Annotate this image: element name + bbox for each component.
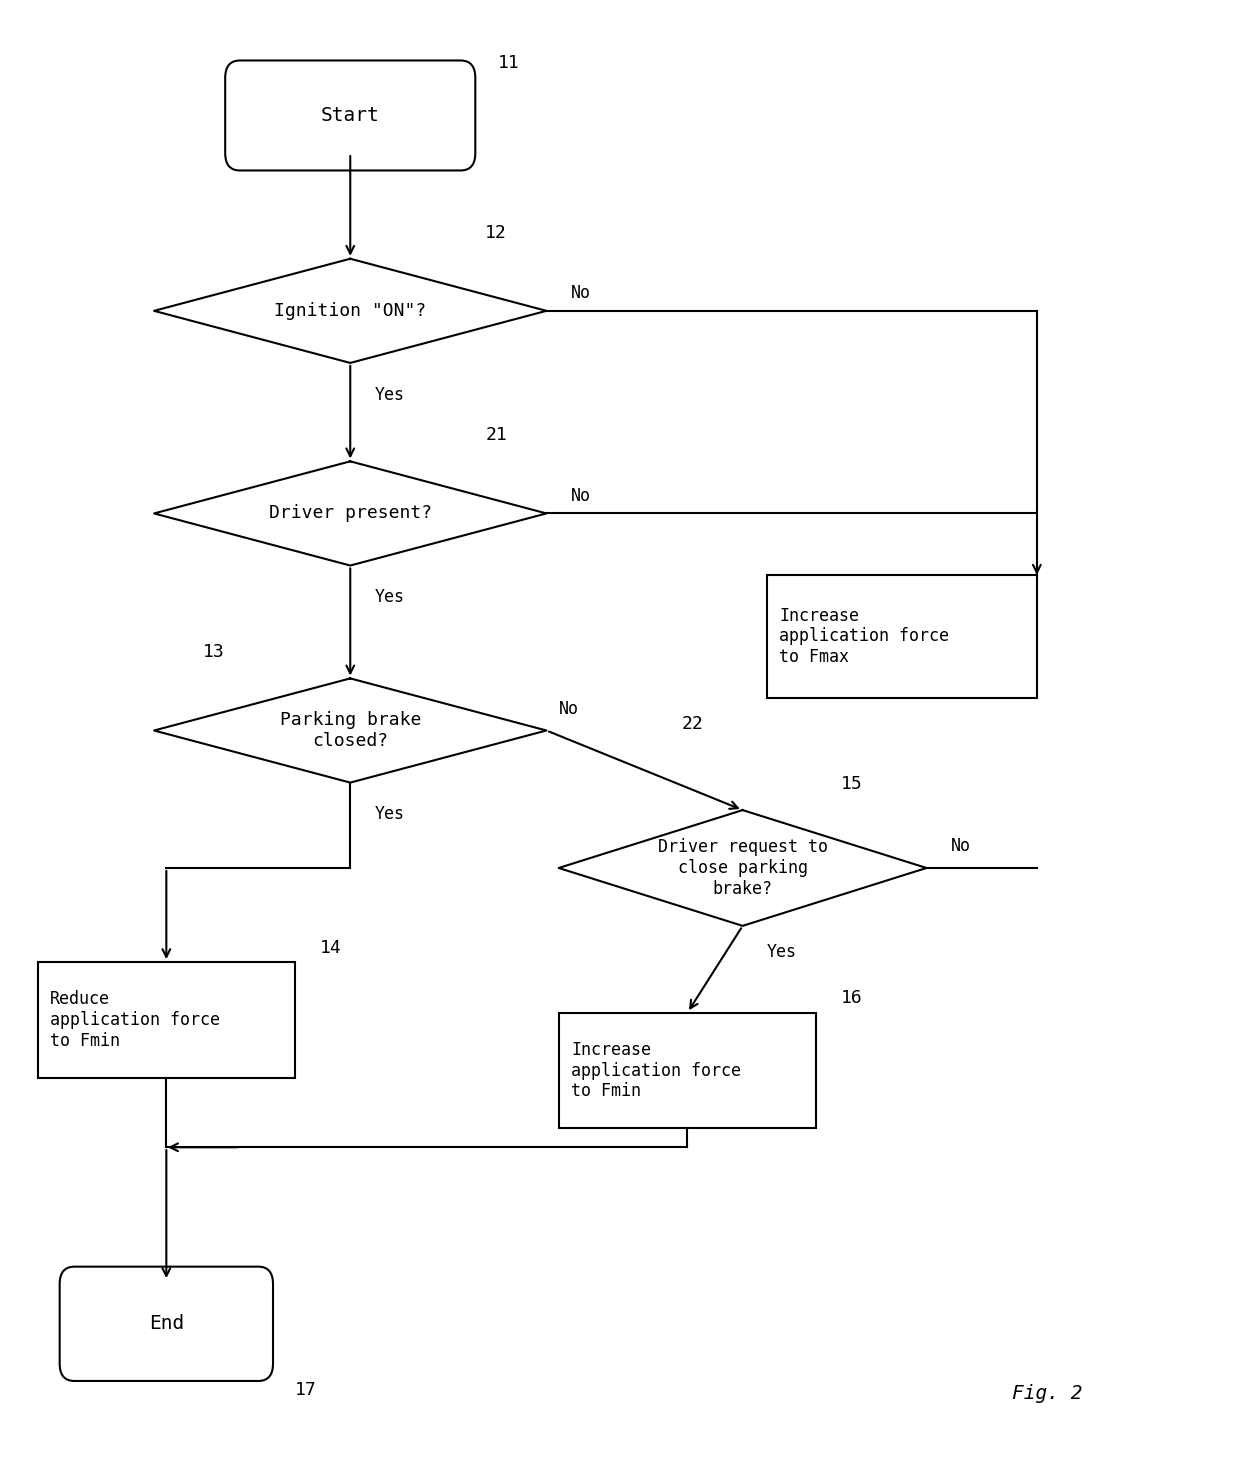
Text: Yes: Yes [374, 386, 404, 403]
Text: 14: 14 [320, 938, 341, 957]
FancyBboxPatch shape [768, 576, 1037, 698]
Text: Yes: Yes [374, 589, 404, 606]
Text: Parking brake
closed?: Parking brake closed? [279, 712, 420, 749]
Text: 16: 16 [841, 989, 863, 1007]
Text: Yes: Yes [374, 805, 404, 824]
Text: 22: 22 [681, 714, 703, 733]
Text: No: No [951, 837, 971, 855]
Text: No: No [570, 487, 591, 506]
Text: Driver request to
close parking
brake?: Driver request to close parking brake? [657, 839, 827, 897]
Text: Driver present?: Driver present? [269, 504, 432, 523]
Text: Reduce
application force
to Fmin: Reduce application force to Fmin [50, 991, 219, 1049]
Text: Fig. 2: Fig. 2 [1012, 1384, 1083, 1403]
Text: 12: 12 [485, 224, 507, 241]
Text: End: End [149, 1315, 184, 1334]
Text: 15: 15 [841, 774, 863, 793]
Text: No: No [570, 285, 591, 302]
Text: Increase
application force
to Fmax: Increase application force to Fmax [780, 606, 950, 666]
Text: Start: Start [321, 107, 379, 126]
Text: 21: 21 [485, 427, 507, 444]
Text: 17: 17 [295, 1381, 317, 1398]
Text: 13: 13 [203, 643, 224, 662]
Text: No: No [559, 700, 579, 717]
FancyBboxPatch shape [60, 1267, 273, 1381]
Text: Yes: Yes [768, 942, 797, 961]
FancyBboxPatch shape [37, 961, 295, 1078]
Text: 11: 11 [497, 54, 520, 73]
Text: Increase
application force
to Fmin: Increase application force to Fmin [570, 1040, 742, 1100]
FancyBboxPatch shape [559, 1012, 816, 1128]
FancyBboxPatch shape [226, 60, 475, 171]
Text: Ignition "ON"?: Ignition "ON"? [274, 302, 427, 320]
